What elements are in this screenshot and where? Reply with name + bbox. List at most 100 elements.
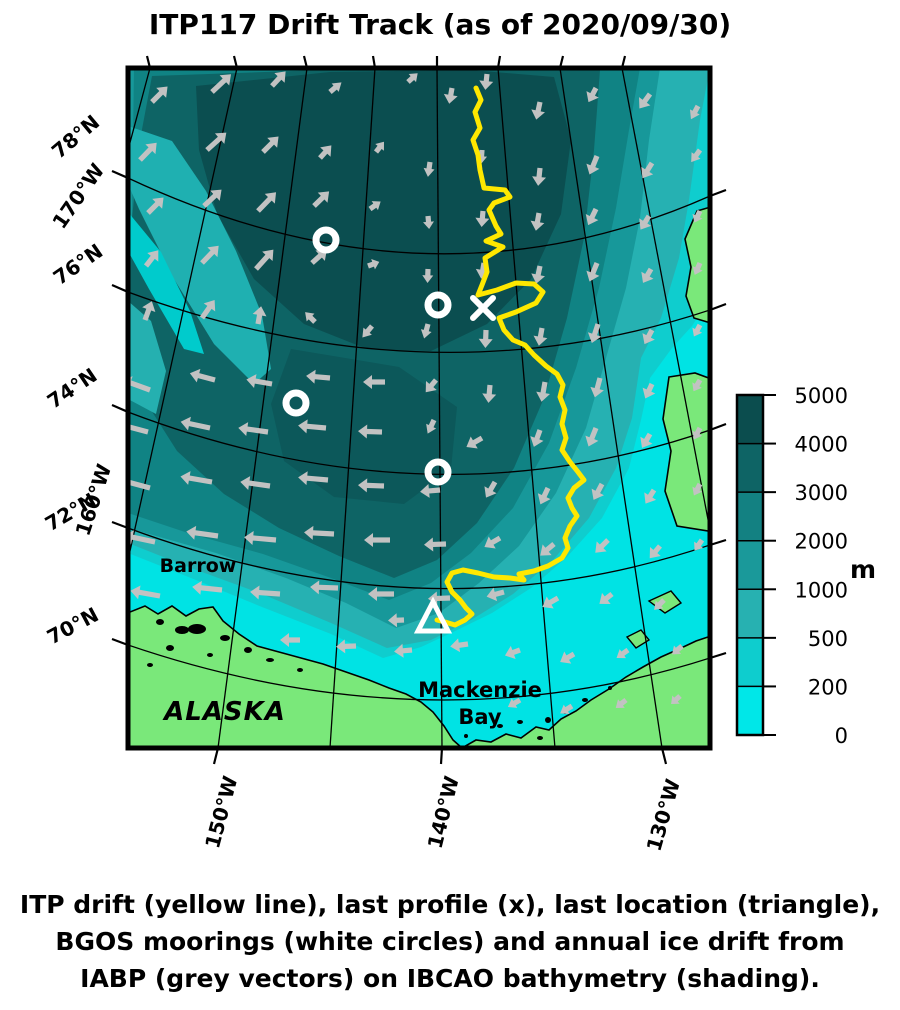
ice-drift-vector (641, 267, 654, 283)
ice-drift-vector (373, 141, 385, 154)
ice-drift-vector (691, 148, 703, 163)
ice-drift-vector (143, 250, 159, 268)
ice-drift-vector (692, 426, 703, 440)
ice-drift-vector (475, 210, 490, 227)
ice-drift-vector (540, 542, 556, 556)
ice-drift-vector (466, 435, 484, 449)
colorbar-tick-label: 500 (808, 627, 848, 651)
bathymetry-shading: Barrow ALASKA Mackenzie Bay (128, 68, 710, 748)
lakes-and-delta-speckles (147, 619, 612, 740)
colorbar-tick-label: 0 (835, 724, 848, 748)
colorbar-segment (737, 395, 763, 445)
label-mackenzie-bay-line1: Mackenzie (418, 678, 542, 702)
ice-drift-vector (130, 585, 161, 600)
ice-drift-vector (586, 262, 600, 282)
ice-drift-vector (536, 381, 550, 402)
ice-drift-vector (531, 265, 545, 284)
ice-drift-vector (694, 538, 705, 551)
ice-drift-vector (368, 587, 394, 601)
ice-drift-vector (615, 697, 628, 709)
map-markers (282, 226, 496, 634)
ice-drift-vector (362, 324, 374, 338)
axis-label: 74°N (43, 363, 102, 413)
label-alaska: ALASKA (162, 697, 286, 727)
colorbar-tick-label: 5000 (795, 384, 848, 408)
ice-drift-vector (328, 82, 342, 94)
ice-drift-vector (192, 580, 223, 595)
colorbar-tick-label: 2000 (795, 530, 848, 554)
axis-label: 130°W (642, 776, 685, 854)
ice-drift-vector (692, 323, 703, 337)
ice-drift-vector (358, 478, 385, 493)
ice-drift-vector (530, 212, 545, 231)
ice-drift-vector (450, 638, 469, 653)
ice-drift-vector (424, 537, 447, 552)
mooring-marker (282, 389, 310, 417)
ice-drift-vector (180, 471, 213, 485)
graticule (128, 68, 710, 748)
ice-drift-vector (388, 613, 405, 628)
ice-drift-vector (318, 145, 332, 160)
colorbar-tick-label: 3000 (795, 481, 848, 505)
ice-drift-vector (422, 268, 434, 283)
ice-drift-vector (486, 587, 505, 602)
label-mackenzie-bay-line2: Bay (458, 705, 502, 729)
ice-drift-vector (250, 585, 281, 600)
ice-drift-vector (186, 525, 219, 540)
caption-line-2: BGOS moorings (white circles) and annual… (55, 927, 845, 956)
ice-drift-vector (336, 639, 357, 654)
colorbar-segment (737, 492, 763, 542)
place-labels: Barrow ALASKA Mackenzie Bay (160, 555, 542, 729)
label-barrow: Barrow (160, 555, 237, 577)
ice-drift-vector (482, 384, 497, 403)
ice-drift-vector (484, 480, 498, 498)
colorbar-segment (737, 637, 763, 687)
ice-drift-vector (642, 328, 655, 345)
ice-drift-vector (560, 651, 576, 664)
ice-drift-vector (240, 476, 271, 491)
ice-drift-vector (542, 595, 560, 609)
ice-drift-vector (649, 544, 662, 559)
ice-drift-vector (364, 533, 390, 547)
axis-label: 78°N (47, 110, 104, 163)
last-profile-marker (470, 295, 496, 321)
ice-drift-vector (585, 427, 599, 447)
ice-drift-vector (210, 74, 232, 94)
ice-drift-vector (530, 429, 544, 447)
ice-drift-vector (128, 419, 149, 435)
ice-drift-vector (146, 197, 164, 215)
ice-drift-vector (423, 161, 435, 177)
ice-drift-vector (128, 530, 156, 545)
ice-drift-vector (406, 73, 418, 84)
ice-drift-vector (363, 375, 385, 389)
axis-label: 76°N (49, 239, 107, 290)
axis-label: 70°N (43, 602, 102, 649)
ice-drift-vector (298, 419, 327, 434)
northwind-ridge-band (128, 126, 271, 384)
ice-drift-vector (298, 471, 329, 486)
ice-drift-vector (479, 73, 494, 90)
coastal-islet-2 (625, 629, 651, 649)
ice-drift-vector (252, 306, 267, 325)
ice-drift-vector (246, 374, 273, 388)
mooring-marker (312, 226, 340, 254)
ice-drift-vector (644, 488, 657, 504)
colorbar-segment (737, 443, 763, 493)
ice-drift-vector (425, 378, 438, 393)
ice-drift-vector (443, 87, 458, 104)
ice-drift-vector (420, 483, 441, 498)
ice-drift-vector (254, 249, 274, 271)
ice-drift-vector (244, 531, 277, 545)
ice-drift-vector (533, 327, 548, 346)
ice-drift-vector (616, 647, 630, 659)
ice-drift-vector (306, 369, 331, 384)
axis-label: 140°W (423, 774, 464, 851)
colorbar-tick-label: 4000 (795, 433, 848, 457)
ice-drift-vector (261, 136, 279, 154)
colorbar-tick-label: 1000 (795, 578, 848, 602)
ice-drift-vector (205, 132, 227, 152)
bathymetry-4000m-core (196, 70, 571, 351)
mooring-marker (424, 458, 452, 486)
